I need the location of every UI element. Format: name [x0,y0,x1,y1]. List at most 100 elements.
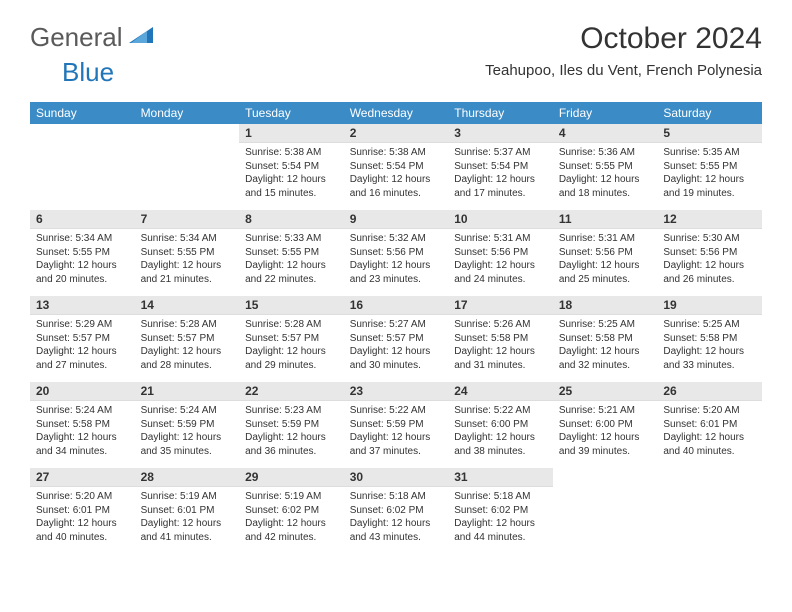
sunrise-text: Sunrise: 5:20 AM [663,404,756,418]
sunset-text: Sunset: 5:59 PM [141,418,234,432]
day-details: Sunrise: 5:29 AMSunset: 5:57 PMDaylight:… [30,315,135,378]
sunset-text: Sunset: 5:57 PM [36,332,129,346]
sunset-text: Sunset: 6:01 PM [663,418,756,432]
weekday-header: Saturday [657,102,762,124]
weekday-header: Thursday [448,102,553,124]
weekday-header: Monday [135,102,240,124]
calendar-cell: 18Sunrise: 5:25 AMSunset: 5:58 PMDayligh… [553,296,658,382]
day-details: Sunrise: 5:24 AMSunset: 5:59 PMDaylight:… [135,401,240,464]
day-number: 1 [239,124,344,143]
day-details: Sunrise: 5:28 AMSunset: 5:57 PMDaylight:… [239,315,344,378]
day-number: 10 [448,210,553,229]
calendar-table: SundayMondayTuesdayWednesdayThursdayFrid… [30,102,762,554]
calendar-cell: 19Sunrise: 5:25 AMSunset: 5:58 PMDayligh… [657,296,762,382]
day-number: 6 [30,210,135,229]
daylight-text: Daylight: 12 hours and 30 minutes. [350,345,443,372]
sunset-text: Sunset: 5:58 PM [36,418,129,432]
day-number: 27 [30,468,135,487]
calendar-cell: 1Sunrise: 5:38 AMSunset: 5:54 PMDaylight… [239,124,344,210]
sunset-text: Sunset: 6:00 PM [559,418,652,432]
day-details: Sunrise: 5:32 AMSunset: 5:56 PMDaylight:… [344,229,449,292]
day-number: 19 [657,296,762,315]
day-details: Sunrise: 5:34 AMSunset: 5:55 PMDaylight:… [135,229,240,292]
daylight-text: Daylight: 12 hours and 15 minutes. [245,173,338,200]
day-details: Sunrise: 5:25 AMSunset: 5:58 PMDaylight:… [553,315,658,378]
calendar-cell: 22Sunrise: 5:23 AMSunset: 5:59 PMDayligh… [239,382,344,468]
calendar-cell: 30Sunrise: 5:18 AMSunset: 6:02 PMDayligh… [344,468,449,554]
sunset-text: Sunset: 5:56 PM [454,246,547,260]
sunrise-text: Sunrise: 5:31 AM [454,232,547,246]
daylight-text: Daylight: 12 hours and 24 minutes. [454,259,547,286]
day-number: 9 [344,210,449,229]
sunrise-text: Sunrise: 5:31 AM [559,232,652,246]
daylight-text: Daylight: 12 hours and 29 minutes. [245,345,338,372]
sunrise-text: Sunrise: 5:28 AM [141,318,234,332]
calendar-cell: 17Sunrise: 5:26 AMSunset: 5:58 PMDayligh… [448,296,553,382]
calendar-cell: 31Sunrise: 5:18 AMSunset: 6:02 PMDayligh… [448,468,553,554]
daylight-text: Daylight: 12 hours and 17 minutes. [454,173,547,200]
calendar-cell: 15Sunrise: 5:28 AMSunset: 5:57 PMDayligh… [239,296,344,382]
daylight-text: Daylight: 12 hours and 25 minutes. [559,259,652,286]
title-block: October 2024 Teahupoo, Iles du Vent, Fre… [485,22,762,79]
sunrise-text: Sunrise: 5:36 AM [559,146,652,160]
day-number: 17 [448,296,553,315]
weekday-header: Wednesday [344,102,449,124]
day-details: Sunrise: 5:25 AMSunset: 5:58 PMDaylight:… [657,315,762,378]
daylight-text: Daylight: 12 hours and 41 minutes. [141,517,234,544]
sunrise-text: Sunrise: 5:30 AM [663,232,756,246]
calendar-cell: 10 Sunrise: 5:31 AMSunset: 5:56 PMDayligh… [448,210,553,296]
sunset-text: Sunset: 6:01 PM [141,504,234,518]
day-details: Sunrise: 5:26 AMSunset: 5:58 PMDaylight:… [448,315,553,378]
daylight-text: Daylight: 12 hours and 21 minutes. [141,259,234,286]
sunset-text: Sunset: 5:59 PM [245,418,338,432]
daylight-text: Daylight: 12 hours and 32 minutes. [559,345,652,372]
calendar-cell: 23Sunrise: 5:22 AMSunset: 5:59 PMDayligh… [344,382,449,468]
sunset-text: Sunset: 5:54 PM [350,160,443,174]
sunrise-text: Sunrise: 5:25 AM [663,318,756,332]
day-details: Sunrise: 5:28 AMSunset: 5:57 PMDaylight:… [135,315,240,378]
day-details: Sunrise: 5:34 AMSunset: 5:55 PMDaylight:… [30,229,135,292]
day-details: Sunrise: 5:23 AMSunset: 5:59 PMDaylight:… [239,401,344,464]
sunset-text: Sunset: 5:57 PM [350,332,443,346]
calendar-cell: 7Sunrise: 5:34 AMSunset: 5:55 PMDaylight… [135,210,240,296]
day-number: 25 [553,382,658,401]
day-number: 22 [239,382,344,401]
day-details: Sunrise: 5:19 AMSunset: 6:01 PMDaylight:… [135,487,240,550]
calendar-cell: 28Sunrise: 5:19 AMSunset: 6:01 PMDayligh… [135,468,240,554]
daylight-text: Daylight: 12 hours and 40 minutes. [36,517,129,544]
sunset-text: Sunset: 5:58 PM [454,332,547,346]
day-details: Sunrise: 5:24 AMSunset: 5:58 PMDaylight:… [30,401,135,464]
sunrise-text: Sunrise: 5:25 AM [559,318,652,332]
day-details: Sunrise: 5:18 AMSunset: 6:02 PMDaylight:… [344,487,449,550]
sunset-text: Sunset: 5:57 PM [245,332,338,346]
sunrise-text: Sunrise: 5:19 AM [245,490,338,504]
sunset-text: Sunset: 5:58 PM [663,332,756,346]
day-details: Sunrise: 5:22 AMSunset: 6:00 PMDaylight:… [448,401,553,464]
sunset-text: Sunset: 5:54 PM [245,160,338,174]
sunrise-text: Sunrise: 5:35 AM [663,146,756,160]
day-details: Sunrise: 5:20 AMSunset: 6:01 PMDaylight:… [30,487,135,550]
daylight-text: Daylight: 12 hours and 35 minutes. [141,431,234,458]
day-number: 2 [344,124,449,143]
sunrise-text: Sunrise: 5:24 AM [36,404,129,418]
day-details: Sunrise: 5:18 AMSunset: 6:02 PMDaylight:… [448,487,553,550]
sunrise-text: Sunrise: 5:38 AM [350,146,443,160]
sunset-text: Sunset: 6:02 PM [454,504,547,518]
sunrise-text: Sunrise: 5:20 AM [36,490,129,504]
sunset-text: Sunset: 5:55 PM [663,160,756,174]
daylight-text: Daylight: 12 hours and 18 minutes. [559,173,652,200]
sunrise-text: Sunrise: 5:29 AM [36,318,129,332]
day-number: 26 [657,382,762,401]
day-details: Sunrise: 5:27 AMSunset: 5:57 PMDaylight:… [344,315,449,378]
day-number: 20 [30,382,135,401]
calendar-body: ....1Sunrise: 5:38 AMSunset: 5:54 PMDayl… [30,124,762,554]
calendar-cell: 8Sunrise: 5:33 AMSunset: 5:55 PMDaylight… [239,210,344,296]
daylight-text: Daylight: 12 hours and 27 minutes. [36,345,129,372]
sunset-text: Sunset: 6:02 PM [350,504,443,518]
sunrise-text: Sunrise: 5:32 AM [350,232,443,246]
calendar-cell: 12Sunrise: 5:30 AMSunset: 5:56 PMDayligh… [657,210,762,296]
daylight-text: Daylight: 12 hours and 31 minutes. [454,345,547,372]
calendar-cell: 6Sunrise: 5:34 AMSunset: 5:55 PMDaylight… [30,210,135,296]
day-details: Sunrise: 5:21 AMSunset: 6:00 PMDaylight:… [553,401,658,464]
sunrise-text: Sunrise: 5:23 AM [245,404,338,418]
